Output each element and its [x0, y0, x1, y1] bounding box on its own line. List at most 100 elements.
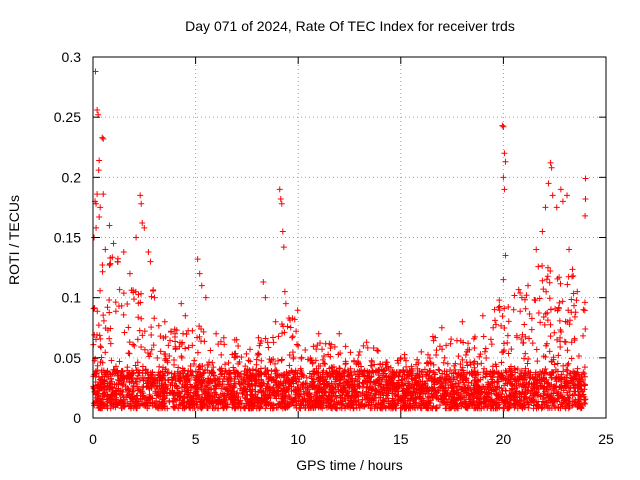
roti-point [125, 373, 132, 380]
roti-point [341, 368, 348, 375]
roti-point [233, 390, 240, 397]
roti-point [172, 375, 179, 382]
roti-point [364, 370, 371, 377]
roti-point [515, 286, 522, 293]
roti-point [106, 262, 113, 269]
roti-point [541, 384, 548, 391]
roti-point [518, 403, 525, 410]
roti-point [460, 375, 467, 382]
roti-point [314, 370, 321, 377]
roti-point [205, 377, 212, 384]
roti-point [331, 398, 338, 405]
roti-point [154, 385, 161, 392]
roti-point [571, 337, 578, 344]
roti-point [507, 394, 514, 401]
roti-point [483, 355, 490, 362]
roti-point [526, 335, 533, 342]
roti-outlier-point [93, 200, 100, 207]
roti-point [245, 377, 252, 384]
roti-point [254, 394, 261, 401]
roti-point [298, 355, 305, 362]
roti-point [189, 327, 196, 334]
roti-point [273, 367, 280, 374]
roti-point [101, 380, 108, 387]
roti-point [448, 385, 455, 392]
roti-point [289, 334, 296, 341]
roti-point [160, 396, 167, 403]
roti-point [525, 355, 532, 362]
roti-point [312, 403, 319, 410]
roti-point [442, 401, 449, 408]
roti-point [471, 401, 478, 408]
roti-point [455, 353, 462, 360]
roti-outlier-point [161, 318, 168, 325]
roti-point [96, 332, 103, 339]
roti-point [555, 404, 562, 411]
roti-point [476, 353, 483, 360]
roti-point [180, 367, 187, 374]
roti-point [126, 350, 133, 357]
roti-point [326, 392, 333, 399]
roti-point [413, 402, 420, 409]
roti-point [159, 388, 166, 395]
roti-point [580, 391, 587, 398]
roti-point [151, 315, 158, 322]
roti-point [544, 264, 551, 271]
roti-point [193, 391, 200, 398]
roti-point [107, 340, 114, 347]
roti-outlier-point [557, 186, 564, 193]
roti-point [101, 373, 108, 380]
roti-point [372, 387, 379, 394]
roti-point [412, 372, 419, 379]
roti-point [551, 383, 558, 390]
roti-point [575, 353, 582, 360]
roti-point [439, 346, 446, 353]
x-tick-label: 0 [89, 431, 97, 447]
roti-point [538, 376, 545, 383]
roti-point [112, 299, 119, 306]
roti-point [321, 353, 328, 360]
roti-point [171, 395, 178, 402]
roti-point [548, 392, 555, 399]
roti-point [120, 400, 127, 407]
roti-point [116, 390, 123, 397]
roti-point [106, 309, 113, 316]
roti-point [148, 324, 155, 331]
roti-point [581, 370, 588, 377]
x-tick-label: 10 [290, 431, 306, 447]
y-tick-label: 0.3 [62, 49, 82, 65]
roti-outlier-point [106, 222, 113, 229]
roti-point [513, 377, 520, 384]
roti-point [291, 316, 298, 323]
roti-point [293, 402, 300, 409]
roti-point [468, 380, 475, 387]
roti-point [555, 373, 562, 380]
roti-point [580, 332, 587, 339]
roti-point [428, 377, 435, 384]
roti-point [465, 391, 472, 398]
roti-point [311, 368, 318, 375]
roti-point [160, 402, 167, 409]
roti-point [218, 351, 225, 358]
roti-point [309, 381, 316, 388]
roti-point [566, 388, 573, 395]
roti-point [470, 335, 477, 342]
roti-point [193, 374, 200, 381]
roti-point [135, 291, 142, 298]
roti-point [393, 405, 400, 412]
roti-point [540, 392, 547, 399]
roti-point [288, 367, 295, 374]
roti-point [245, 381, 252, 388]
roti-point [243, 350, 250, 357]
roti-point [274, 400, 281, 407]
roti-point [104, 369, 111, 376]
roti-outlier-point [277, 195, 284, 202]
roti-outlier-point [260, 279, 267, 286]
roti-point [454, 403, 461, 410]
roti-point [385, 395, 392, 402]
roti-outlier-point [499, 122, 506, 129]
roti-point [443, 342, 450, 349]
roti-outlier-point [182, 312, 189, 319]
roti-point [455, 379, 462, 386]
roti-point [437, 380, 444, 387]
